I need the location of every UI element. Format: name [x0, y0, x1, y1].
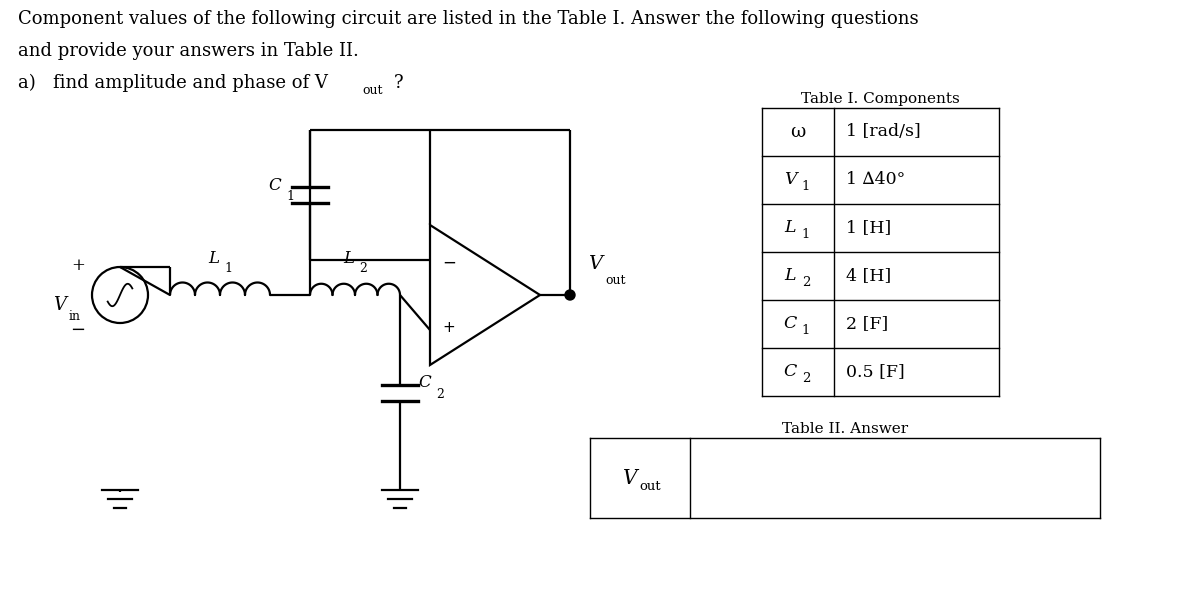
Text: 1 [H]: 1 [H] [846, 219, 892, 236]
Text: ?: ? [394, 74, 403, 92]
Text: Table I. Components: Table I. Components [802, 92, 960, 106]
Text: V: V [784, 172, 797, 189]
Text: −: − [71, 321, 85, 339]
Text: L: L [343, 250, 354, 267]
Text: 2: 2 [802, 371, 810, 384]
Text: 2: 2 [359, 262, 367, 275]
Text: 2: 2 [436, 388, 444, 401]
Text: and provide your answers in Table II.: and provide your answers in Table II. [18, 42, 359, 60]
Text: 1: 1 [802, 180, 810, 192]
Text: C: C [784, 315, 797, 333]
Text: 4 [H]: 4 [H] [846, 267, 892, 284]
Text: L: L [785, 267, 796, 284]
Text: 2: 2 [802, 275, 810, 289]
Text: 1 [rad/s]: 1 [rad/s] [846, 124, 920, 141]
Text: out: out [362, 84, 383, 97]
Text: 0.5 [F]: 0.5 [F] [846, 364, 905, 381]
Text: 1: 1 [224, 262, 232, 275]
Text: 2 [F]: 2 [F] [846, 315, 888, 333]
Text: a)   find amplitude and phase of V: a) find amplitude and phase of V [18, 74, 328, 92]
Text: V: V [588, 255, 602, 273]
Text: 1: 1 [802, 323, 810, 337]
Text: L: L [785, 219, 796, 236]
Text: Component values of the following circuit are listed in the Table I. Answer the : Component values of the following circui… [18, 10, 919, 28]
Text: −: − [442, 254, 456, 272]
Text: ω: ω [791, 123, 805, 141]
Text: 1 ∆40°: 1 ∆40° [846, 172, 905, 189]
Text: out: out [640, 479, 661, 493]
Text: C: C [269, 177, 281, 194]
Text: out: out [605, 274, 625, 287]
Text: in: in [70, 311, 82, 323]
Text: 1: 1 [286, 191, 294, 203]
Circle shape [565, 290, 575, 300]
Text: +: + [442, 320, 455, 336]
Text: Table II. Answer: Table II. Answer [782, 422, 908, 436]
Text: C: C [419, 374, 431, 391]
Text: L: L [209, 250, 220, 267]
Text: V: V [54, 296, 66, 314]
Text: 1: 1 [802, 228, 810, 241]
Text: C: C [784, 364, 797, 381]
Text: +: + [71, 256, 85, 273]
Text: V: V [623, 468, 637, 487]
